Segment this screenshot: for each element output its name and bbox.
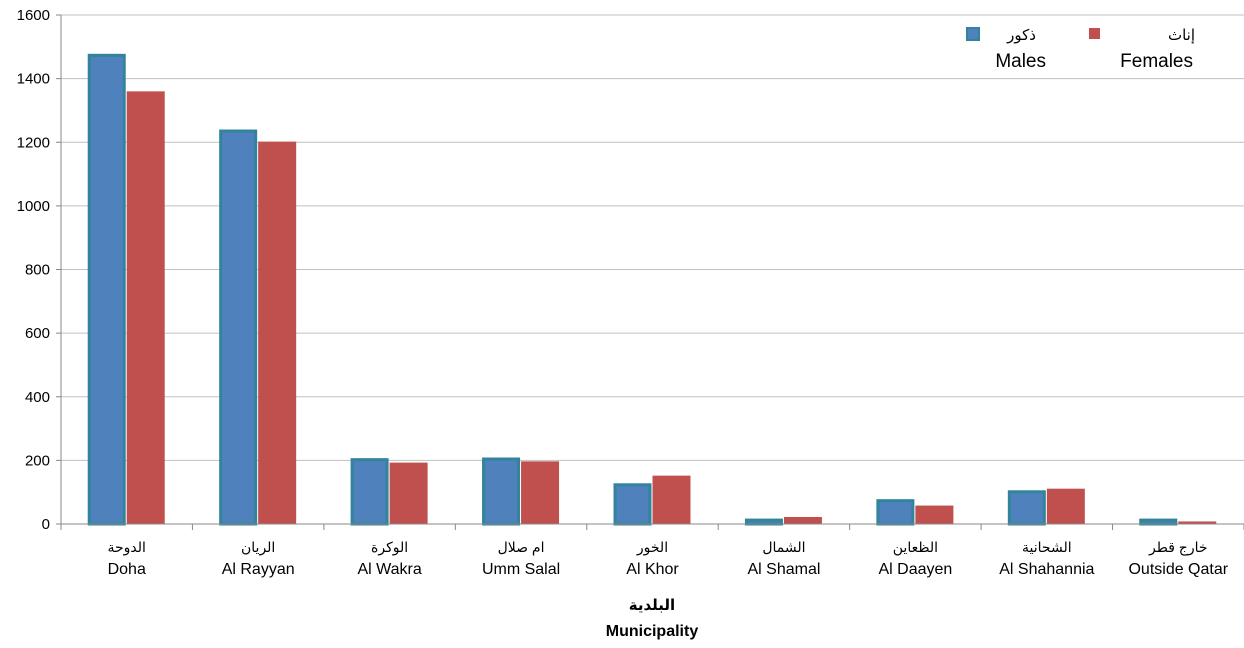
x-tick-label-ar: الشمال [762, 539, 805, 555]
bar-females-al-daayen [915, 505, 954, 524]
bar-males-doha [87, 53, 126, 526]
bar-females-al-shahannia [1046, 488, 1085, 524]
bar-females-doha [126, 91, 165, 524]
x-tick-label-ar: الشحانية [1022, 539, 1072, 555]
x-tick-label: Al Wakra [357, 561, 421, 578]
bar-males-al-khor [613, 483, 652, 526]
x-tick-label: Al Daayen [878, 561, 952, 578]
x-tick-label-ar: الريان [241, 539, 275, 556]
x-tick-label-ar: خارج قطر [1148, 539, 1208, 556]
y-tick-label: 1400 [17, 71, 50, 88]
x-tick-label: Doha [108, 561, 146, 578]
bar-males-al-shahannia [1007, 490, 1046, 526]
y-tick-label: 1600 [17, 7, 50, 24]
x-tick-label-ar: ام صلال [498, 539, 545, 555]
legend-label-females-ar: إناث [1168, 27, 1195, 44]
legend-swatch-males [966, 27, 980, 41]
bar-females-al-shamal [783, 517, 822, 524]
y-axis-ticks: 0 200 400 600 800 1000 1200 1400 1600 [17, 7, 61, 533]
bar-females-al-rayyan [258, 141, 297, 524]
x-tick-label-ar: الخور [636, 539, 668, 556]
y-tick-label: 1000 [17, 198, 50, 215]
x-axis-title: Municipality [606, 623, 699, 640]
x-tick-label: Al Shahannia [999, 561, 1094, 578]
x-axis-title-ar: البلدية [629, 597, 675, 614]
bar-males-al-wakra [350, 458, 389, 526]
bar-males-al-daayen [876, 499, 915, 526]
x-tick-label-ar: الظعاين [893, 539, 938, 556]
x-tick-label: Umm Salal [482, 561, 560, 578]
bar-females-al-khor [652, 475, 691, 524]
y-tick-label: 600 [25, 325, 50, 342]
legend-label-males: Males [995, 51, 1046, 72]
x-tick-label: Al Shamal [747, 561, 820, 578]
y-tick-label: 1200 [17, 134, 50, 151]
x-tick-label: Al Khor [626, 561, 679, 578]
axes [60, 15, 1244, 530]
legend-label-females: Females [1120, 51, 1193, 72]
legend: ذكور Males إناث Females [966, 27, 1195, 72]
x-axis-ticks: الدوحة Doha الريان Al Rayyan الوكرة Al Wakra ا… [108, 524, 1244, 578]
y-tick-label: 800 [25, 262, 50, 279]
bar-males-umm-salal [482, 457, 521, 526]
bar-males-outside-qatar [1139, 518, 1178, 526]
y-tick-label: 400 [25, 389, 50, 406]
legend-label-males-ar: ذكور [1006, 27, 1036, 44]
bar-females-umm-salal [521, 461, 560, 524]
bar-males-al-shamal [744, 518, 783, 526]
legend-swatch-females [1089, 28, 1100, 39]
y-tick-label: 0 [42, 516, 50, 533]
x-tick-label-ar: الوكرة [371, 539, 408, 556]
bar-females-al-wakra [389, 462, 428, 524]
x-tick-label: Outside Qatar [1128, 561, 1228, 578]
bars [87, 53, 1217, 526]
bar-males-al-rayyan [219, 129, 258, 526]
x-tick-label-ar: الدوحة [108, 539, 146, 556]
y-tick-label: 200 [25, 452, 50, 469]
x-tick-label: Al Rayyan [222, 561, 295, 578]
bar-females-outside-qatar [1178, 521, 1217, 524]
